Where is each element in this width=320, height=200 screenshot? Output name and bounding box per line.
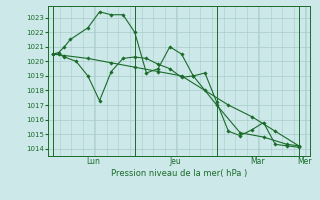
X-axis label: Pression niveau de la mer( hPa ): Pression niveau de la mer( hPa ) — [111, 169, 247, 178]
